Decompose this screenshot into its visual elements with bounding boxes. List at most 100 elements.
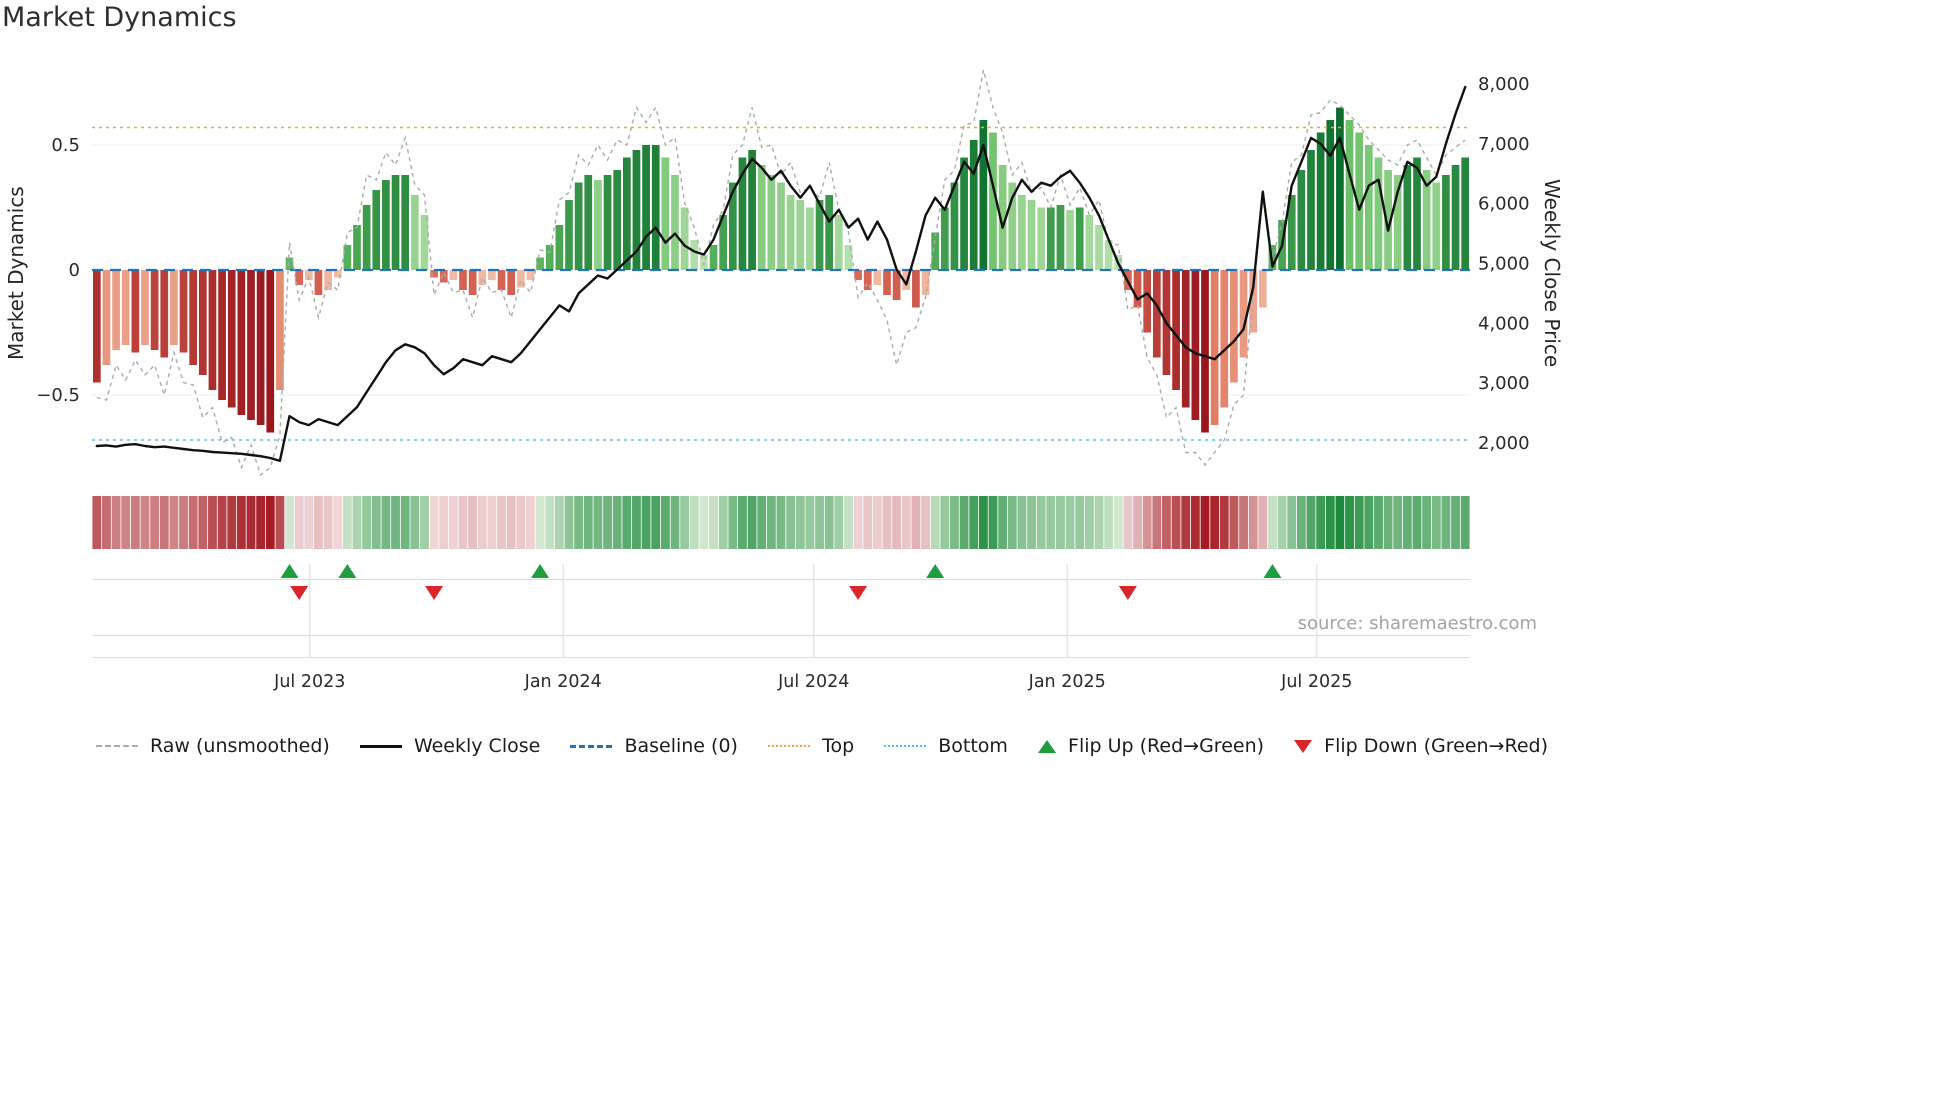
dynamics-bar: [1085, 215, 1094, 270]
heatmap-cell: [1451, 496, 1460, 549]
legend-item-weekly-close: Weekly Close: [359, 735, 540, 757]
heatmap-cell: [188, 496, 198, 549]
dynamics-bar: [333, 270, 342, 278]
x-tick-label: Jul 2024: [777, 672, 849, 692]
heatmap-cell: [236, 496, 246, 549]
heatmap-cell: [940, 496, 950, 549]
x-tick-label: Jan 2025: [1028, 672, 1106, 692]
heatmap-cell: [1441, 496, 1451, 549]
dynamics-bar: [931, 232, 940, 270]
dynamics-bar: [420, 215, 429, 270]
heatmap-cell: [872, 496, 882, 549]
heatmap-cell: [660, 496, 670, 549]
heatmap-cell: [574, 496, 584, 549]
dynamics-bar: [160, 270, 169, 358]
heatmap-cell: [545, 496, 555, 549]
top-line-swatch: [768, 745, 811, 747]
right-tick-label: 3,000: [1478, 373, 1530, 394]
flip-up-marker: [531, 564, 550, 578]
dynamics-bar: [1422, 170, 1431, 270]
dynamics-bar: [1413, 157, 1421, 270]
heatmap-cell: [362, 496, 372, 549]
flip-down-marker: [849, 586, 868, 600]
heatmap-cell: [497, 496, 506, 549]
heatmap-cell: [420, 496, 429, 549]
dynamics-bar: [680, 207, 689, 270]
heatmap-cell: [1133, 496, 1142, 549]
dynamics-bar: [979, 120, 988, 270]
dynamics-bar: [478, 270, 487, 285]
dynamics-bar: [748, 150, 756, 270]
dynamics-bar: [1201, 270, 1209, 433]
dynamics-bar: [276, 270, 284, 390]
heatmap-cell: [1306, 496, 1316, 549]
dynamics-bar: [516, 270, 525, 288]
heatmap-cell: [429, 496, 439, 549]
heatmap-cell: [564, 496, 574, 549]
heatmap-cell: [1460, 496, 1470, 549]
left-tick-label: −0.5: [36, 385, 80, 406]
dynamics-bar: [1046, 207, 1055, 270]
dynamics-bar: [844, 245, 853, 270]
dynamics-bar: [247, 270, 255, 420]
dynamics-bar: [1066, 210, 1074, 270]
heatmap-cell: [699, 496, 709, 549]
heatmap-cell: [1171, 496, 1181, 549]
heatmap-cell: [1190, 496, 1200, 549]
dynamics-bar: [227, 270, 236, 408]
dynamics-bar: [892, 270, 901, 300]
heatmap-cell: [371, 496, 381, 549]
flip-down-marker: [290, 586, 309, 600]
heatmap-cell: [738, 496, 747, 549]
heatmap-cell: [506, 496, 516, 549]
heatmap-cell: [603, 496, 612, 549]
heatmap-cell: [294, 496, 304, 549]
dynamics-bar: [449, 270, 458, 280]
dynamics-bar: [1451, 165, 1460, 270]
heatmap-cell: [169, 496, 179, 549]
flip-up-marker: [926, 564, 945, 578]
heatmap-cell: [400, 496, 410, 549]
heatmap-cell: [718, 496, 728, 549]
heatmap-cell: [786, 496, 796, 549]
dynamics-bar: [940, 207, 949, 270]
heatmap-cell: [853, 496, 863, 549]
heatmap-cell: [1219, 496, 1229, 549]
heatmap-cell: [439, 496, 449, 549]
chart-legend: Raw (unsmoothed) Weekly Close Baseline (…: [96, 735, 1548, 757]
dynamics-bar: [1326, 120, 1335, 270]
heatmap-cell: [882, 496, 892, 549]
right-tick-label: 6,000: [1478, 194, 1530, 215]
heatmap-cell: [834, 496, 844, 549]
bottom-line-swatch: [884, 745, 927, 747]
heatmap-cell: [265, 496, 275, 549]
heatmap-cell: [1364, 496, 1374, 549]
dynamics-bar: [1056, 205, 1065, 270]
dynamics-bar: [1297, 170, 1306, 270]
right-tick-label: 5,000: [1478, 254, 1530, 275]
heatmap-cell: [1296, 496, 1306, 549]
left-tick-label: 0.5: [51, 135, 80, 156]
heatmap-cell: [275, 496, 285, 549]
dynamics-bar: [1364, 145, 1373, 270]
dynamics-bar: [709, 245, 718, 270]
flip-up-marker: [280, 564, 299, 578]
heatmap-cell: [526, 496, 535, 549]
legend-item-flip-up: Flip Up (Red→Green): [1038, 735, 1264, 757]
dynamics-bar: [1027, 200, 1036, 270]
heatmap-cell: [1007, 496, 1017, 549]
heatmap-cell: [285, 496, 294, 549]
dynamics-bar: [468, 270, 477, 295]
heatmap-cell: [1422, 496, 1432, 549]
heatmap-cell: [1027, 496, 1036, 549]
dynamics-bar: [362, 205, 371, 270]
dynamics-bar: [863, 270, 872, 290]
dynamics-bar: [343, 245, 352, 270]
flip-down-marker: [425, 586, 444, 600]
dynamics-bar: [728, 182, 737, 270]
heatmap-cell: [381, 496, 391, 549]
legend-item-label: Raw (unsmoothed): [150, 735, 330, 757]
heatmap-cell: [651, 496, 661, 549]
heatmap-cell: [1287, 496, 1297, 549]
